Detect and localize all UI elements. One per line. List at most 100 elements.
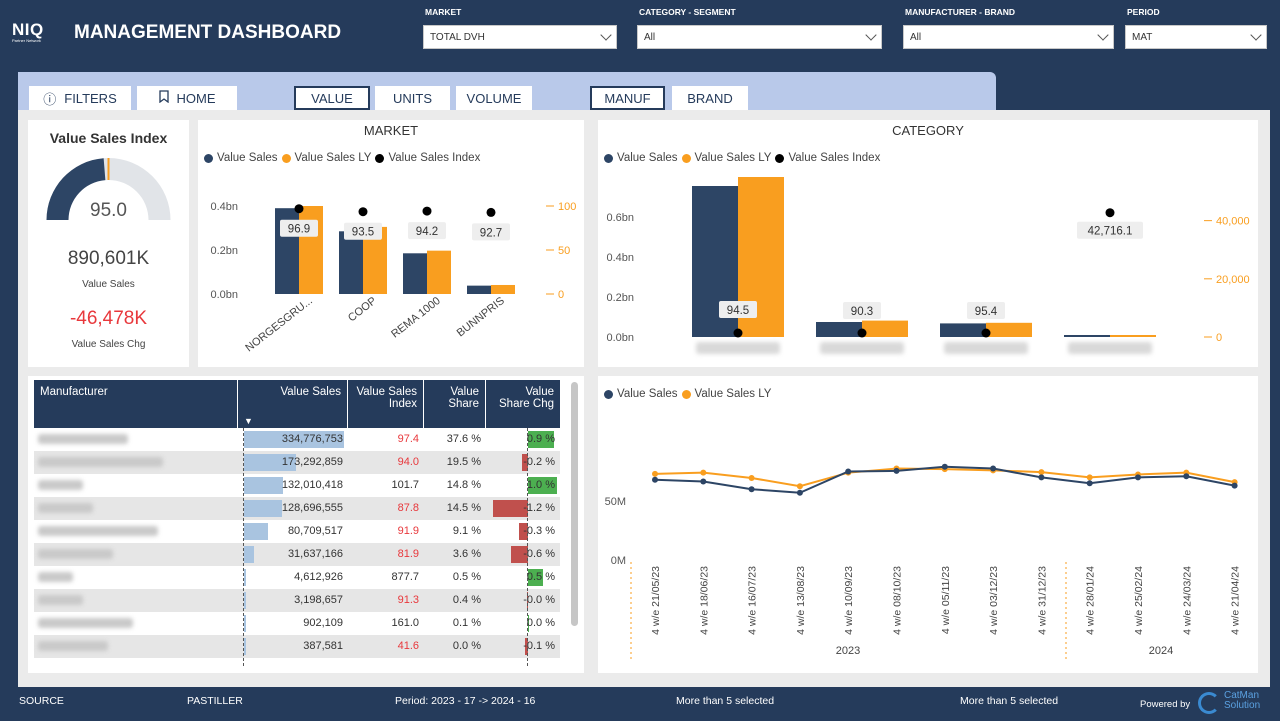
table-scrollbar[interactable]	[571, 382, 578, 626]
index-label: 96.9	[288, 224, 310, 236]
table-row[interactable]: 173,292,859 94.0 19.5 % -0.2 %	[34, 451, 560, 474]
tab-home[interactable]: HOME	[137, 86, 237, 110]
x-category-label-redacted	[696, 342, 780, 354]
table-row[interactable]: 387,581 41.6 0.0 % -0.1 %	[34, 635, 560, 658]
y2-tick-label: 100	[558, 201, 576, 213]
line-point	[1038, 474, 1045, 481]
column-header-manufacturer[interactable]: Manufacturer	[34, 380, 238, 428]
value-sales-databar	[244, 615, 246, 632]
column-header-value-sales[interactable]: Value Sales ▼	[238, 380, 348, 428]
line-point	[845, 468, 852, 475]
table-row[interactable]: 4,612,926 877.7 0.5 % 0.5 %	[34, 566, 560, 589]
x-category-label: NORGESGRU...	[243, 295, 314, 355]
value-sales-databar	[244, 477, 284, 494]
share-chg-databar	[510, 546, 528, 563]
line-point	[990, 465, 997, 472]
logo-text: NIQ	[12, 20, 44, 39]
share-chg-databar	[522, 454, 528, 471]
market-chart-panel: MARKET Value Sales Value Sales LY Value …	[198, 120, 584, 367]
line-point	[1086, 474, 1093, 481]
table-row[interactable]: 132,010,418 101.7 14.8 % 1.0 %	[34, 474, 560, 497]
bar-value-sales-ly	[427, 250, 451, 294]
share-chg-axis	[527, 428, 528, 666]
chevron-down-icon	[600, 29, 612, 41]
tab-filters[interactable]: ⓘ FILTERS	[29, 86, 131, 110]
column-header-share-chg[interactable]: Value Share Chg	[499, 386, 554, 410]
line-point	[700, 478, 707, 485]
legend-swatch	[681, 153, 691, 163]
index-label: 95.4	[975, 306, 998, 318]
table-row[interactable]: 80,709,517 91.9 9.1 % -0.3 %	[34, 520, 560, 543]
value-sales-cell: 334,776,753	[281, 433, 343, 445]
line-point	[652, 476, 658, 483]
catman-logo-text: CatMan Solution	[1224, 691, 1260, 711]
catman-logo-icon	[1198, 692, 1220, 714]
y2-tick-label: 0	[1216, 332, 1222, 344]
tab-value[interactable]: VALUE	[294, 86, 370, 110]
value-sales-cell: 4,612,926	[294, 571, 343, 583]
column-header-index[interactable]: Value Sales Index	[348, 380, 424, 428]
year-label: 2024	[1149, 645, 1173, 657]
manufacturer-name-redacted	[38, 480, 83, 490]
market-filter-label: MARKET	[425, 7, 462, 17]
index-cell: 97.4	[397, 433, 419, 445]
x-category-label-redacted	[820, 342, 904, 354]
x-category-label: REMA 1000	[389, 295, 443, 341]
category-filter-label: CATEGORY - SEGMENT	[639, 7, 736, 17]
bar-value-sales-ly	[491, 284, 515, 294]
index-dot	[486, 207, 496, 217]
share-chg-databar	[528, 615, 529, 632]
column-header-value-share[interactable]: Value Share	[424, 380, 486, 428]
share-chg-databar	[528, 431, 555, 448]
bar-value-sales	[403, 253, 427, 294]
table-row[interactable]: 31,637,166 81.9 3.6 % -0.6 %	[34, 543, 560, 566]
value-sales-cell: 3,198,657	[294, 594, 343, 606]
bar-value-sales	[467, 285, 491, 294]
manufacturer-name-redacted	[38, 641, 108, 651]
x-tick-label: 4 w/e 18/06/23	[698, 566, 710, 635]
x-tick-label: 4 w/e 10/09/23	[843, 566, 855, 635]
index-label: 94.5	[727, 305, 749, 317]
manufacturer-filter-value: All	[910, 31, 922, 43]
tab-brand[interactable]: BRAND	[672, 86, 748, 110]
bookmark-icon	[158, 90, 169, 106]
share-chg-cell: 0.9 %	[526, 433, 555, 445]
tab-units[interactable]: UNITS	[375, 86, 450, 110]
share-chg-databar	[528, 477, 557, 494]
value-sales-databar	[244, 638, 246, 655]
manufacturer-filter-dropdown[interactable]: All	[903, 25, 1114, 49]
x-tick-label: 4 w/e 05/11/23	[940, 566, 952, 634]
y-tick-label: 0.4bn	[210, 201, 238, 213]
market-filter-value: TOTAL DVH	[430, 31, 485, 43]
index-label: 93.5	[352, 227, 374, 239]
footer-source: SOURCE	[19, 695, 64, 707]
manufacturer-name-redacted	[38, 503, 93, 513]
value-share-cell: 0.5 %	[452, 571, 481, 583]
index-label-bg	[843, 302, 881, 319]
value-sales-databar	[244, 431, 344, 448]
gauge-value: 95.0	[90, 200, 127, 221]
table-row[interactable]: 902,109 161.0 0.1 % 0.0 %	[34, 612, 560, 635]
line-point	[1231, 482, 1238, 489]
tab-manuf[interactable]: MANUF	[590, 86, 665, 110]
table-row[interactable]: 128,696,555 87.8 14.5 % -1.2 %	[34, 497, 560, 520]
x-category-label-redacted	[1068, 342, 1152, 354]
table-row[interactable]: 3,198,657 91.3 0.4 % -0.0 %	[34, 589, 560, 612]
market-filter-dropdown[interactable]: TOTAL DVH	[423, 25, 617, 49]
catman-logo-line2: Solution	[1224, 700, 1261, 711]
index-label-bg	[280, 219, 318, 237]
value-share-cell: 0.4 %	[452, 594, 481, 606]
x-tick-label: 4 w/e 25/02/24	[1133, 566, 1145, 635]
index-dot	[1105, 208, 1115, 218]
value-share-cell: 19.5 %	[446, 456, 481, 468]
period-filter-dropdown[interactable]: MAT	[1125, 25, 1267, 49]
tab-volume[interactable]: VOLUME	[456, 86, 532, 110]
info-icon: ⓘ	[43, 91, 57, 107]
line-point	[700, 469, 707, 476]
share-chg-cell: -0.0 %	[523, 594, 555, 606]
category-filter-dropdown[interactable]: All	[637, 25, 882, 49]
trend-legend: Value Sales Value Sales LY	[604, 388, 771, 400]
value-sales-cell: 173,292,859	[281, 456, 343, 468]
index-cell: 94.0	[397, 456, 419, 468]
table-row[interactable]: 334,776,753 97.4 37.6 % 0.9 %	[34, 428, 560, 451]
